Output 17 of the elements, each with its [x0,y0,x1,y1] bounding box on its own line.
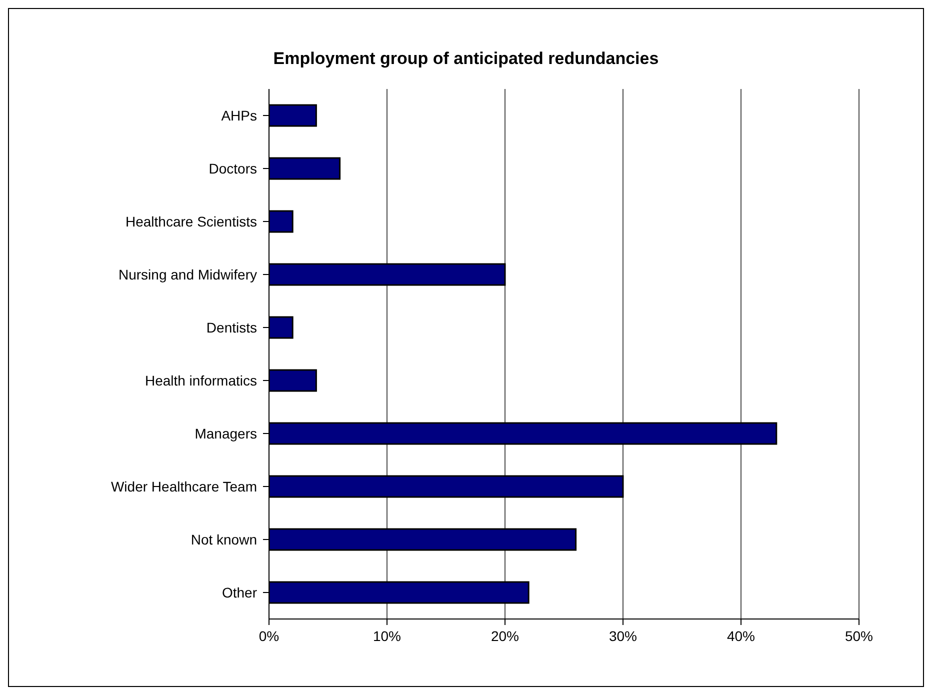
x-tick-label: 10% [372,628,402,644]
y-tick-label: Not known [190,531,257,548]
x-tick-label: 50% [844,628,874,644]
y-tick-label: Other [222,584,258,600]
y-tick-label: Managers [194,425,257,442]
y-tick-label: AHPs [221,107,257,124]
y-tick-label: Doctors [208,160,257,176]
y-tick-label: Healthcare Scientists [125,213,257,230]
y-tick-label: Dentists [206,319,257,336]
x-tick-label: 20% [490,628,520,644]
x-tick-label: 0% [258,628,280,644]
y-tick-label: Nursing and Midwifery [118,266,257,282]
x-tick-label: 30% [608,628,638,644]
y-tick-label: Wider Healthcare Team [110,478,257,494]
chart-title: Employment group of anticipated redundancies [272,49,660,69]
y-tick-label: Health informatics [144,372,257,388]
x-tick-label: 40% [726,628,756,644]
